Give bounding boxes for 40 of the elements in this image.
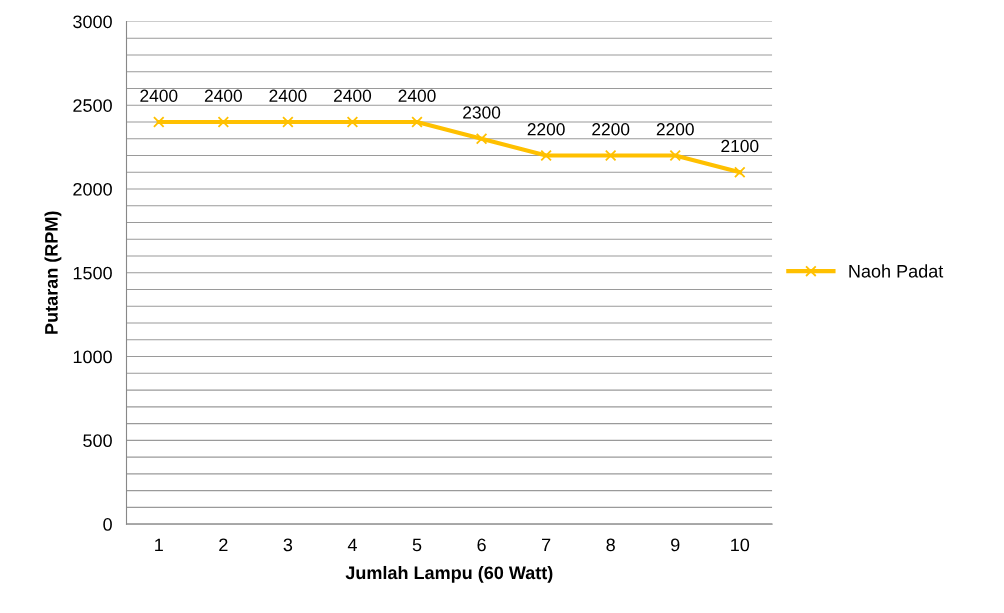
x-axis-title: Jumlah Lampu (60 Watt) [345,565,553,583]
x-tick-label: 10 [731,538,750,552]
data-label: 2400 [269,89,307,102]
y-axis-title: Putaran (RPM) [44,211,62,334]
point [411,116,423,128]
y-tick-label: 500 [83,434,112,448]
y-tick-label: 2000 [73,182,112,196]
x-tick-label: 6 [477,538,486,552]
data-label: 2200 [592,123,630,136]
y-tick-label: 1000 [73,350,112,364]
point [669,149,682,162]
x-tick-label: 9 [671,538,680,552]
data-label: 2400 [334,89,372,102]
point [475,132,488,145]
y-tick-label: 0 [103,518,112,531]
point [346,116,359,128]
point [604,149,617,162]
point [153,116,165,128]
legend-label: Naoh Padat [849,264,944,278]
data-label: 2200 [527,123,565,136]
data-label: 2400 [204,89,242,102]
y-tick-label: 2500 [73,99,112,112]
y-tick-label: 1500 [73,266,112,280]
data-label: 2400 [140,89,178,102]
x-tick-label: 2 [219,538,228,552]
x-tick-label: 4 [347,538,357,552]
point [734,166,746,179]
point [217,116,230,128]
point [282,116,294,128]
data-label: 2200 [656,123,694,136]
x-tick-label: 7 [542,538,551,552]
x-tick-label: 1 [155,538,163,552]
data-label: 2400 [398,89,436,102]
point [540,149,552,162]
y-tick-label: 3000 [73,15,112,29]
x-tick-label: 3 [283,538,293,552]
x-tick-label: 5 [412,538,422,552]
data-label: 2100 [721,139,759,153]
x-tick-label: 8 [606,538,615,552]
data-label: 2300 [463,106,501,119]
